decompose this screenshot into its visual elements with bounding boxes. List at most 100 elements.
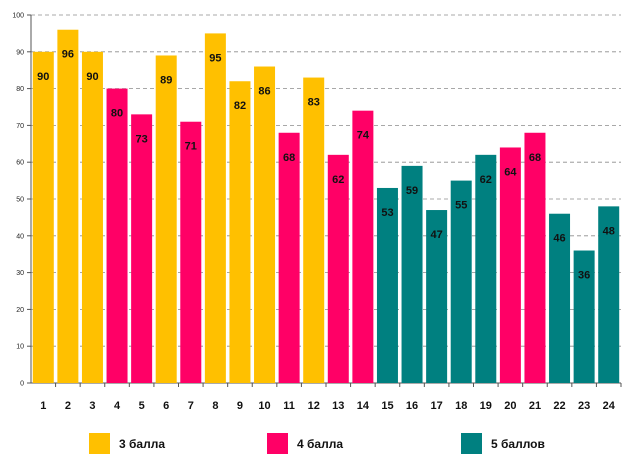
x-tick-label: 18 (455, 400, 467, 412)
x-tick-label: 12 (308, 400, 320, 412)
x-tick-label: 1 (40, 400, 46, 412)
y-tick-label: 100 (12, 13, 24, 20)
data-label: 71 (185, 141, 197, 153)
data-label: 89 (160, 74, 172, 86)
x-tick-label: 19 (480, 400, 492, 412)
bar (131, 114, 153, 384)
bars (32, 29, 620, 384)
y-tick-label: 60 (16, 160, 24, 167)
bar (450, 180, 472, 383)
x-tick-label: 11 (283, 400, 295, 412)
data-label: 68 (283, 152, 295, 164)
bar (475, 154, 497, 383)
data-label: 90 (37, 71, 49, 83)
bar (180, 121, 202, 383)
y-tick-label: 50 (16, 197, 24, 204)
data-label: 68 (529, 152, 541, 164)
bar (352, 110, 374, 384)
bar (106, 88, 128, 383)
bar (229, 81, 251, 384)
data-label: 62 (332, 174, 344, 186)
y-tick-labels: 0 10 20 30 40 50 60 70 80 90 100 (12, 13, 24, 388)
y-tick-label: 80 (16, 86, 24, 93)
data-label: 36 (578, 270, 590, 282)
data-label: 83 (308, 97, 320, 109)
bar (32, 51, 54, 384)
bar (573, 250, 595, 383)
legend-swatch (461, 433, 482, 454)
bar (598, 206, 620, 383)
bar (278, 132, 300, 383)
legend-label: 5 баллов (491, 437, 545, 451)
data-label: 48 (603, 225, 615, 237)
x-tick-label: 22 (553, 400, 565, 412)
x-tick-label: 24 (603, 400, 616, 412)
x-tick-label: 17 (431, 400, 443, 412)
data-label: 53 (381, 207, 393, 219)
x-tick-label: 13 (332, 400, 344, 412)
data-label: 82 (234, 100, 246, 112)
x-tick-label: 23 (578, 400, 590, 412)
x-tick-label: 8 (212, 400, 218, 412)
x-tick-label: 5 (139, 400, 145, 412)
y-tick-label: 90 (16, 49, 24, 56)
legend-label: 3 балла (119, 437, 165, 451)
x-tick-label: 3 (89, 400, 95, 412)
x-tick-label: 7 (188, 400, 194, 412)
data-label: 86 (258, 86, 270, 98)
x-tick-label: 9 (237, 400, 243, 412)
bar (254, 66, 276, 384)
x-tick-label: 10 (258, 400, 270, 412)
y-tick-label: 30 (16, 270, 24, 277)
x-tick-label: 20 (504, 400, 516, 412)
legend-item: 4 балла (267, 433, 343, 454)
bar (81, 51, 103, 384)
bar (426, 210, 448, 383)
data-label: 96 (62, 49, 74, 61)
y-tick-label: 70 (16, 123, 24, 130)
x-tick-label: 6 (163, 400, 169, 412)
y-tick-label: 40 (16, 233, 24, 240)
data-label: 64 (504, 166, 517, 178)
legend-label: 4 балла (297, 437, 343, 451)
bar (376, 187, 398, 383)
bar (303, 77, 325, 383)
x-tick-labels: 1 2 3 4 5 6 7 8 9 10 11 12 13 14 15 16 17 18 19 20 21 22 23 24 (40, 400, 615, 412)
x-tick-label: 2 (65, 400, 71, 412)
data-label: 90 (86, 71, 98, 83)
x-tick-label: 16 (406, 400, 418, 412)
bar (401, 165, 423, 383)
legend-swatch (267, 433, 288, 454)
y-tick-label: 0 (20, 381, 24, 388)
data-label: 55 (455, 200, 467, 212)
bar (204, 33, 226, 384)
bar (524, 132, 546, 383)
x-tick-label: 4 (114, 400, 121, 412)
data-labels: 90 96 90 80 73 89 71 95 82 86 68 83 62 74 53 59 47 55 62 64… (37, 49, 615, 282)
bar (57, 29, 79, 383)
data-label: 74 (357, 130, 370, 142)
legend-item: 5 баллов (461, 433, 545, 454)
legend: 3 балла 4 балла 5 баллов (89, 433, 545, 454)
bar (549, 213, 571, 383)
x-tick-label: 15 (381, 400, 393, 412)
data-label: 46 (553, 233, 565, 245)
bar (155, 55, 177, 383)
data-label: 62 (480, 174, 492, 186)
legend-swatch (89, 433, 110, 454)
data-label: 73 (136, 133, 148, 145)
y-tick-label: 20 (16, 307, 24, 314)
x-tick-label: 21 (529, 400, 541, 412)
data-label: 95 (209, 52, 221, 64)
bar (499, 147, 521, 383)
y-tick-label: 10 (16, 344, 24, 351)
gridlines (31, 14, 621, 347)
data-label: 47 (431, 229, 443, 241)
x-tick-label: 14 (357, 400, 370, 412)
data-label: 80 (111, 108, 123, 120)
axes (27, 14, 622, 387)
bar (327, 154, 349, 383)
data-label: 59 (406, 185, 418, 197)
legend-item: 3 балла (89, 433, 165, 454)
